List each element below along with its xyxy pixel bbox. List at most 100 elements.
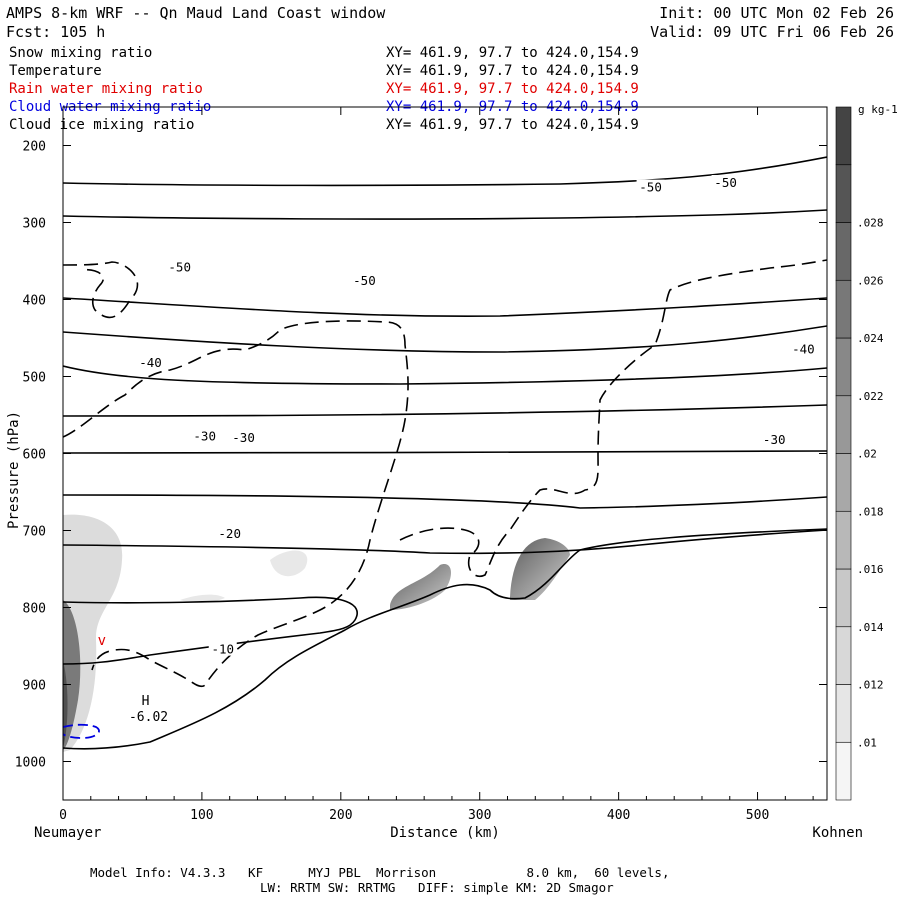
- y-tick-label: 500: [23, 371, 46, 386]
- contour-line: [63, 365, 827, 385]
- ice-contour: [63, 261, 139, 319]
- contour-label-bg: [229, 429, 258, 444]
- ice-contour: [63, 320, 409, 688]
- x-tick-label: 200: [329, 808, 352, 823]
- colorbar-tick-label: .024: [857, 332, 884, 345]
- model-physics: LW: RRTM SW: RRTMG DIFF: simple KM: 2D S…: [260, 880, 614, 895]
- init-time: Init: 00 UTC Mon 02 Feb 26: [659, 4, 894, 22]
- contour-label: -30: [232, 430, 255, 445]
- rain-marker: v: [98, 633, 106, 649]
- colorbar-units: g kg-1: [858, 103, 898, 116]
- x-tick-label: 500: [746, 808, 769, 823]
- colorbar-tick-label: .012: [857, 679, 884, 692]
- contour-label: -30: [763, 432, 786, 447]
- valid-time: Valid: 09 UTC Fri 06 Feb 26: [650, 23, 894, 41]
- contour-label: -50: [639, 180, 662, 195]
- colorbar-tick-label: .026: [857, 274, 884, 287]
- contour-label: -50: [714, 175, 737, 190]
- colorbar-tick-label: .022: [857, 390, 884, 403]
- colorbar-swatch: [835, 568, 852, 628]
- x-axis: 0 100 200 300 400 500: [59, 107, 814, 823]
- contour-label-bg: [165, 259, 194, 274]
- field-name: Snow mixing ratio: [9, 45, 152, 61]
- x-tick-label: 300: [468, 808, 491, 823]
- contour-label-bg: [190, 428, 219, 443]
- colorbar-swatch: [835, 741, 852, 801]
- colorbar-swatch: [835, 164, 852, 223]
- contour-label: -20: [218, 526, 241, 541]
- field-name: Rain water mixing ratio: [9, 81, 203, 97]
- shade-bump-2: [510, 538, 570, 600]
- contour-line: [63, 156, 827, 187]
- colorbar-tick-label: .02: [857, 448, 877, 461]
- x-tick-label: 100: [190, 808, 213, 823]
- colorbar-swatch: [835, 684, 852, 743]
- left-endpoint-label: Neumayer: [34, 825, 101, 841]
- colorbar-swatch: [835, 106, 852, 166]
- contour-label-bg: [136, 355, 165, 370]
- contour-label: -50: [168, 260, 191, 275]
- colorbar-swatch: [835, 279, 852, 339]
- field-xy: XY= 461.9, 97.7 to 424.0,154.9: [386, 63, 639, 79]
- contour-label-bg: [350, 272, 379, 287]
- contour-label-bg: [789, 341, 818, 356]
- model-info: Model Info: V4.3.3 KF MYJ PBL Morrison 8…: [90, 865, 669, 880]
- temperature-contours: [63, 156, 827, 665]
- y-tick-label: 1000: [15, 756, 46, 771]
- contour-label: -10: [211, 642, 234, 657]
- colorbar-swatch: [835, 222, 852, 281]
- extremum-label: H: [142, 694, 150, 709]
- shade-mid-light: [270, 550, 308, 577]
- contour-line: [63, 529, 827, 555]
- field-xy: XY= 461.9, 97.7 to 424.0,154.9: [386, 81, 639, 97]
- contour-line: [63, 297, 827, 318]
- contour-label: -30: [193, 428, 216, 443]
- colorbar: .01 .012 .014 .016 .018 .02 .022 .024 .026 .028: [835, 106, 884, 801]
- y-tick-label: 400: [23, 294, 46, 309]
- field-xy: XY= 461.9, 97.7 to 424.0,154.9: [386, 45, 639, 61]
- contour-line: [63, 209, 827, 220]
- cloud-ice-contours: [63, 259, 827, 688]
- y-tick-label: 900: [23, 679, 46, 694]
- field-name: Cloud ice mixing ratio: [9, 117, 194, 133]
- colorbar-swatch: [835, 395, 852, 454]
- colorbar-tick-label: .01: [857, 736, 877, 749]
- colorbar-tick-label: .028: [857, 217, 884, 230]
- colorbar-tick-label: .018: [857, 505, 884, 518]
- contour-line: [63, 596, 358, 665]
- contour-line: [63, 494, 827, 509]
- y-tick-label: 700: [23, 525, 46, 540]
- contour-label: -50: [353, 273, 376, 288]
- y-tick-label: 200: [23, 140, 46, 155]
- y-tick-label: 600: [23, 448, 46, 463]
- contour-label-bg: [215, 526, 244, 541]
- contour-label-bg: [208, 641, 237, 656]
- shade-bump-1: [390, 564, 452, 610]
- x-axis-label: Distance (km): [390, 825, 500, 841]
- shade-mid-light-2: [180, 594, 225, 603]
- shaded-mixing-ratio: [63, 514, 570, 752]
- field-name: Temperature: [9, 63, 102, 79]
- x-tick-label: 0: [59, 808, 67, 823]
- field-list: Snow mixing ratio XY= 461.9, 97.7 to 424…: [9, 45, 639, 133]
- chart-title: AMPS 8-km WRF -- Qn Maud Land Coast wind…: [6, 4, 386, 22]
- cloud-water-contour: [63, 723, 100, 739]
- contour-label-bg: [711, 175, 740, 189]
- y-tick-label: 800: [23, 602, 46, 617]
- colorbar-swatch: [835, 626, 852, 685]
- x-tick-label: 400: [607, 808, 630, 823]
- colorbar-swatch: [835, 453, 852, 512]
- colorbar-swatch: [835, 510, 852, 570]
- forecast-hour: Fcst: 105 h: [6, 23, 105, 41]
- colorbar-swatch: [835, 337, 852, 397]
- colorbar-tick-label: .016: [857, 563, 884, 576]
- ice-contour: [399, 259, 827, 577]
- contour-label-bg: [636, 179, 665, 194]
- y-tick-label: 300: [23, 217, 46, 232]
- contour-label: -40: [139, 355, 162, 370]
- contour-label: -40: [792, 341, 815, 356]
- contour-labels: -50 -50 -50 -50 -40 -40 -30 -30 -30 -20 -10: [136, 175, 818, 657]
- contour-line: [63, 404, 827, 417]
- y-axis-label: Pressure (hPa): [6, 411, 22, 529]
